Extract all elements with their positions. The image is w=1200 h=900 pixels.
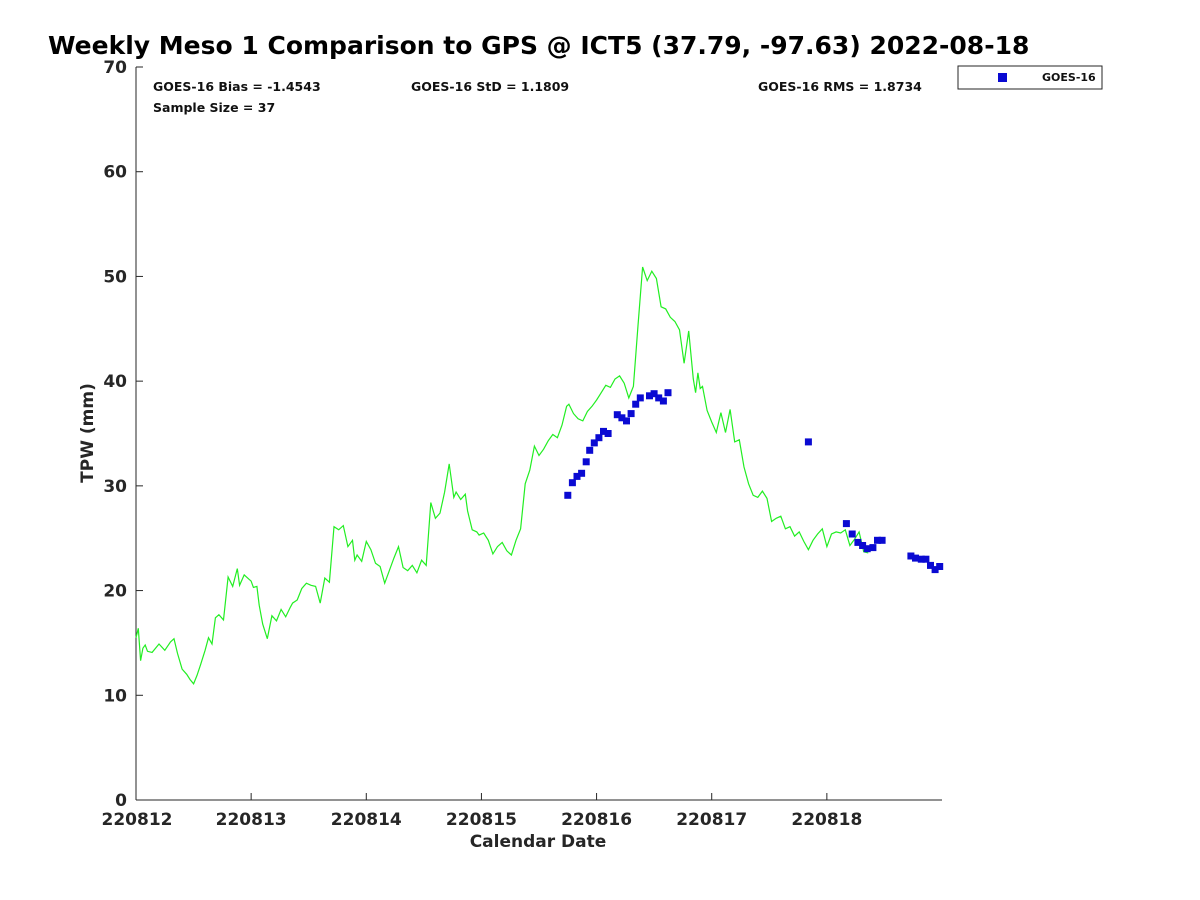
stat-sample-size: Sample Size = 37 (153, 100, 275, 115)
goes-16-point (863, 545, 871, 553)
legend-box (957, 65, 1103, 90)
goes-16-point (655, 394, 663, 402)
x-tick-label: 220812 (102, 810, 173, 830)
goes-16-point (578, 469, 586, 477)
y-tick-label: 70 (103, 58, 127, 78)
legend-label-goes-16: GOES-16 (1042, 71, 1096, 84)
goes-16-point (927, 561, 934, 569)
x-tick-label: 220815 (446, 810, 517, 830)
y-axis-label: TPW (mm) (78, 383, 98, 483)
goes-16-point (869, 544, 877, 552)
y-tick-label: 60 (103, 163, 127, 183)
x-tick-label: 220814 (331, 810, 402, 830)
plot-area: 0 10 20 30 40 50 60 70 220812 220813 220814 220815… (102, 58, 944, 830)
goes-16-point (613, 411, 621, 419)
goes-16-point (907, 552, 915, 560)
stat-rms: GOES-16 RMS = 1.8734 (758, 79, 922, 94)
goes-16-point (917, 555, 925, 563)
goes-16-point (568, 479, 576, 487)
y-tick-label: 0 (115, 791, 127, 811)
x-tick-label: 220816 (561, 810, 632, 830)
goes-16-point (664, 389, 672, 397)
y-tick-label: 20 (103, 582, 127, 602)
x-axis-ticks: 220812 220813 220814 220815 220816 220817 2208… (102, 793, 862, 830)
goes-16-point (573, 472, 581, 480)
goes-16-point (582, 458, 590, 466)
goes-16-point (854, 538, 862, 546)
goes-16-point (586, 446, 594, 454)
goes-16-point (878, 536, 886, 544)
goes-16-point (646, 392, 653, 400)
stat-bias: GOES-16 Bias = -1.4543 (153, 79, 321, 94)
goes-16-point (595, 434, 603, 442)
goes-16-point (650, 390, 658, 398)
x-axis-label: Calendar Date (470, 832, 607, 852)
goes-16-point (600, 427, 607, 435)
goes-16-point (804, 438, 812, 446)
goes-16-point (564, 491, 572, 499)
goes-16-point (912, 554, 919, 562)
goes-16-point (931, 566, 939, 574)
y-tick-label: 40 (103, 372, 127, 392)
x-tick-label: 220813 (216, 810, 287, 830)
stat-std: GOES-16 StD = 1.1809 (411, 79, 569, 94)
goes-16-point (627, 410, 635, 418)
y-tick-label: 30 (103, 477, 127, 497)
goes-16-point (936, 563, 944, 570)
legend-marker-goes-16 (998, 73, 1007, 82)
goes-16-point (618, 414, 626, 422)
legend: GOES-16 (957, 65, 1103, 90)
goes-16-point (842, 520, 850, 528)
y-tick-label: 50 (103, 267, 127, 287)
x-tick-label: 220817 (676, 810, 747, 830)
goes-16-point (636, 394, 644, 402)
y-tick-label: 10 (103, 686, 127, 706)
chart-title: Weekly Meso 1 Comparison to GPS @ ICT5 (… (48, 31, 1029, 60)
goes-16-point (632, 400, 640, 408)
goes-16-point (623, 417, 630, 425)
goes-16-point (604, 430, 612, 437)
goes-16-point (659, 397, 667, 405)
goes-16-point (859, 542, 867, 549)
x-tick-label: 220818 (791, 810, 862, 830)
goes-16-point (922, 555, 930, 563)
gps-series-line (135, 266, 869, 685)
goes-16-series-points (564, 389, 944, 574)
y-axis-ticks: 0 10 20 30 40 50 60 70 (103, 58, 143, 811)
goes-16-point (848, 530, 856, 538)
goes-16-point (590, 439, 598, 447)
goes-16-point (874, 536, 881, 544)
